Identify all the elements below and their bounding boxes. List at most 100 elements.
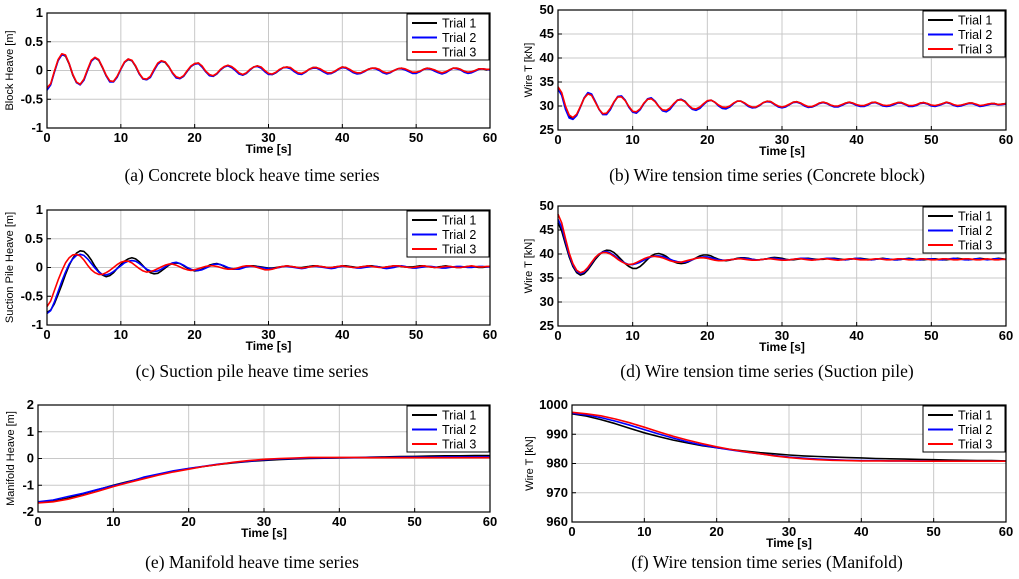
legend-label-trial-1: Trial 1 bbox=[442, 17, 476, 31]
x-tick-label: 10 bbox=[625, 132, 639, 147]
series-line-trial-3 bbox=[46, 52, 490, 89]
x-tick-label: 10 bbox=[637, 524, 651, 539]
x-tick-label: 40 bbox=[335, 130, 349, 145]
x-tick-label: 50 bbox=[924, 132, 938, 147]
x-tick-label: 30 bbox=[775, 132, 789, 147]
y-tick-label: 990 bbox=[546, 426, 568, 441]
panel-caption: (e) Manifold heave time series bbox=[145, 552, 359, 572]
x-axis-label: Time [s] bbox=[759, 144, 805, 158]
panel-caption: (d) Wire tension time series (Suction pi… bbox=[620, 361, 914, 381]
y-axis-label: Wire T [kN] bbox=[523, 239, 535, 294]
x-axis-label: Time [s] bbox=[246, 142, 292, 156]
y-tick-label: 0.5 bbox=[25, 231, 43, 246]
x-tick-label: 60 bbox=[999, 524, 1013, 539]
x-tick-label: 20 bbox=[709, 524, 723, 539]
x-tick-label: 40 bbox=[849, 132, 863, 147]
x-tick-label: 60 bbox=[999, 132, 1013, 147]
x-tick-label: 0 bbox=[43, 130, 50, 145]
x-tick-label: 30 bbox=[261, 130, 275, 145]
x-tick-label: 30 bbox=[261, 327, 275, 342]
y-tick-label: 45 bbox=[540, 222, 554, 237]
x-tick-label: 60 bbox=[999, 328, 1013, 343]
legend-label-trial-2: Trial 2 bbox=[958, 28, 992, 42]
y-tick-label: 1 bbox=[27, 424, 34, 439]
legend-label-trial-2: Trial 2 bbox=[442, 31, 476, 45]
panel-a: 0 10 20 30 40 50 60 -1 -0.5 0 0.5 1 Time [s] Block He… bbox=[4, 5, 497, 185]
legend-label-trial-2: Trial 2 bbox=[442, 228, 476, 242]
x-tick-label: 50 bbox=[924, 328, 938, 343]
panel-d: 0 10 20 30 40 50 60 25 30 35 40 45 50 Time [s] Wire T … bbox=[523, 198, 1013, 381]
y-tick-label: 0 bbox=[27, 451, 34, 466]
y-tick-label: 35 bbox=[540, 270, 554, 285]
y-tick-label: -1 bbox=[22, 477, 34, 492]
panel-caption: (b) Wire tension time series (Concrete b… bbox=[609, 165, 925, 185]
legend-label-trial-3: Trial 3 bbox=[958, 43, 992, 57]
y-tick-label: -1 bbox=[31, 120, 43, 135]
x-tick-label: 10 bbox=[114, 327, 128, 342]
legend-label-trial-1: Trial 1 bbox=[958, 210, 992, 224]
legend-label-trial-1: Trial 1 bbox=[958, 14, 992, 28]
series-line-trial-3 bbox=[571, 411, 1006, 463]
x-tick-label: 20 bbox=[700, 132, 714, 147]
x-tick-label: 30 bbox=[782, 524, 796, 539]
panel-f: 0 10 20 30 40 50 60 960 970 980 990 1000 Time [s] Wir… bbox=[524, 397, 1013, 572]
x-tick-label: 40 bbox=[854, 524, 868, 539]
legend-label-trial-1: Trial 1 bbox=[958, 409, 992, 423]
x-tick-label: 10 bbox=[625, 328, 639, 343]
x-tick-label: 30 bbox=[257, 514, 271, 529]
x-tick-label: 40 bbox=[335, 327, 349, 342]
y-tick-label: 25 bbox=[540, 318, 554, 333]
x-tick-label: 10 bbox=[114, 130, 128, 145]
x-tick-label: 10 bbox=[106, 514, 120, 529]
legend-label-trial-2: Trial 2 bbox=[958, 224, 992, 238]
x-tick-label: 20 bbox=[181, 514, 195, 529]
legend-label-trial-3: Trial 3 bbox=[442, 438, 476, 452]
y-tick-label: 0.5 bbox=[25, 34, 43, 49]
x-tick-label: 20 bbox=[187, 327, 201, 342]
y-tick-label: 960 bbox=[546, 514, 568, 529]
x-axis-label: Time [s] bbox=[241, 526, 287, 540]
y-tick-label: 1 bbox=[36, 5, 43, 20]
y-tick-label: 40 bbox=[540, 246, 554, 261]
x-axis-label: Time [s] bbox=[246, 339, 292, 353]
y-tick-label: 30 bbox=[540, 98, 554, 113]
series-line-trial-3 bbox=[557, 86, 1007, 119]
y-tick-label: 35 bbox=[540, 74, 554, 89]
y-axis-label: Block Heave [m] bbox=[4, 30, 16, 110]
legend-label-trial-2: Trial 2 bbox=[442, 423, 476, 437]
y-tick-label: 1000 bbox=[539, 397, 568, 412]
x-tick-label: 40 bbox=[849, 328, 863, 343]
y-tick-label: -0.5 bbox=[21, 91, 43, 106]
panel-e: 0 10 20 30 40 50 60 -2 -1 0 1 2 Time [s] Manifold Hea… bbox=[5, 397, 497, 572]
y-tick-label: 980 bbox=[546, 456, 568, 471]
y-tick-label: 30 bbox=[540, 294, 554, 309]
x-tick-label: 20 bbox=[187, 130, 201, 145]
x-tick-label: 60 bbox=[483, 327, 497, 342]
panel-caption: (c) Suction pile heave time series bbox=[136, 361, 369, 381]
x-tick-label: 0 bbox=[43, 327, 50, 342]
legend-label-trial-3: Trial 3 bbox=[442, 243, 476, 257]
legend-label-trial-1: Trial 1 bbox=[442, 409, 476, 423]
y-tick-label: 970 bbox=[546, 485, 568, 500]
x-tick-label: 0 bbox=[568, 524, 575, 539]
y-tick-label: 1 bbox=[36, 202, 43, 217]
legend-label-trial-3: Trial 3 bbox=[958, 239, 992, 253]
x-tick-label: 0 bbox=[554, 132, 561, 147]
x-tick-label: 50 bbox=[926, 524, 940, 539]
series-line-trial-3 bbox=[46, 253, 490, 308]
y-tick-label: 45 bbox=[540, 26, 554, 41]
series-line-trial-2 bbox=[557, 88, 1007, 121]
y-axis-label: Suction Pile Heave [m] bbox=[4, 212, 16, 323]
series-line-trial-2 bbox=[46, 253, 490, 315]
y-axis-label: Wire T [kN] bbox=[524, 436, 536, 491]
x-tick-label: 60 bbox=[483, 130, 497, 145]
y-tick-label: 50 bbox=[540, 2, 554, 17]
panel-b: 0 10 20 30 40 50 60 25 30 35 40 45 50 Time [s] Wire T … bbox=[523, 2, 1013, 185]
legend-label-trial-2: Trial 2 bbox=[958, 423, 992, 437]
y-tick-label: 0 bbox=[36, 63, 43, 78]
legend-label-trial-3: Trial 3 bbox=[958, 438, 992, 452]
x-tick-label: 40 bbox=[332, 514, 346, 529]
series-line-trial-3 bbox=[37, 456, 490, 504]
x-tick-label: 50 bbox=[409, 130, 423, 145]
